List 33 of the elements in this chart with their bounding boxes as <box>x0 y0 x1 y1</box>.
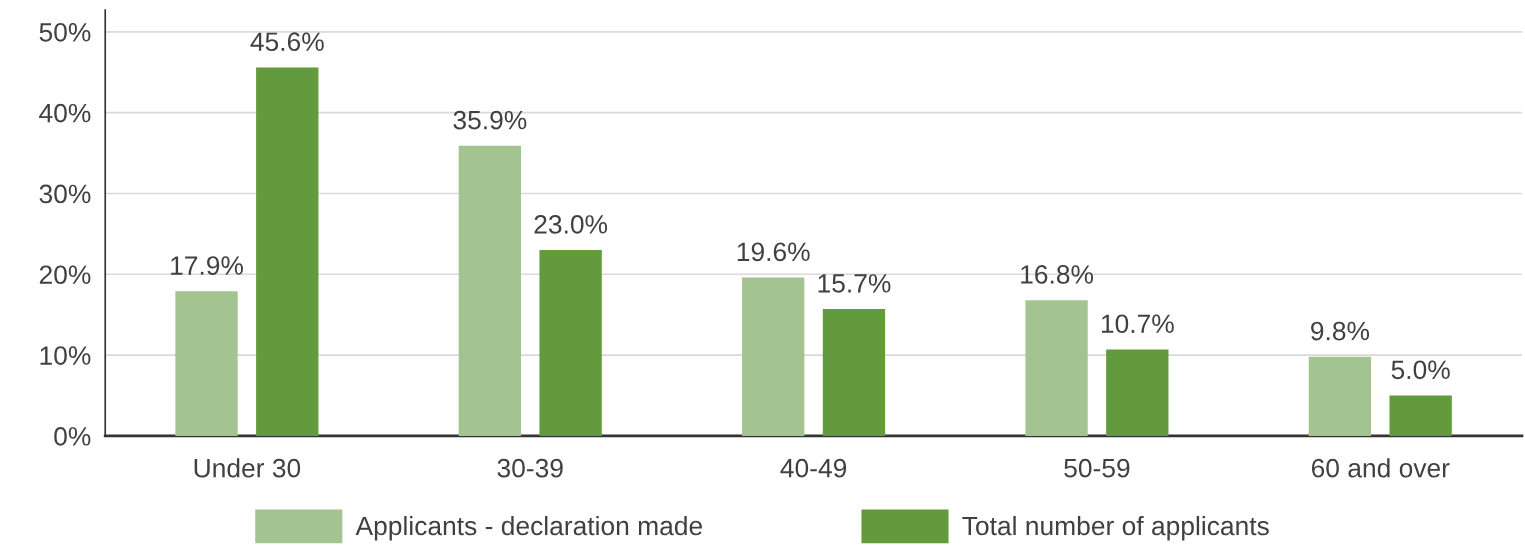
bar <box>822 309 886 436</box>
legend-label: Applicants - declaration made <box>355 515 702 541</box>
bar <box>1389 395 1452 436</box>
x-tick-label: 50-59 <box>1064 458 1130 478</box>
bar <box>742 277 805 436</box>
data-label: 5.0% <box>1391 360 1450 380</box>
y-tick-label: 30% <box>39 184 91 204</box>
bar <box>175 291 238 436</box>
bar <box>458 145 522 436</box>
bar <box>1308 356 1372 436</box>
y-tick-label: 50% <box>39 22 91 42</box>
data-label: 16.8% <box>1021 265 1094 284</box>
data-label: 23.0% <box>534 215 608 234</box>
x-tick-label: 30-39 <box>497 458 563 478</box>
y-tick-label: 10% <box>40 346 91 365</box>
data-label: 19.6% <box>737 242 810 262</box>
bar <box>539 250 602 436</box>
bar <box>1025 300 1088 436</box>
data-label: 9.8% <box>1311 321 1370 341</box>
data-label: 15.7% <box>818 274 891 293</box>
y-tick-label: 40% <box>39 103 91 123</box>
x-tick-label: 60 and over <box>1311 458 1450 478</box>
data-label: 10.7% <box>1101 314 1174 334</box>
y-tick-label: 0% <box>54 427 91 446</box>
bar <box>256 67 319 436</box>
x-tick-label: Under 30 <box>194 458 301 478</box>
y-tick-label: 20% <box>39 265 91 285</box>
data-label: 17.9% <box>171 256 243 275</box>
data-label: 35.9% <box>453 110 527 130</box>
x-tick-label: 40-49 <box>780 458 847 478</box>
data-label: 45.6% <box>250 32 324 52</box>
legend-label: Total number of applicants <box>962 515 1269 541</box>
bar <box>1106 349 1169 436</box>
